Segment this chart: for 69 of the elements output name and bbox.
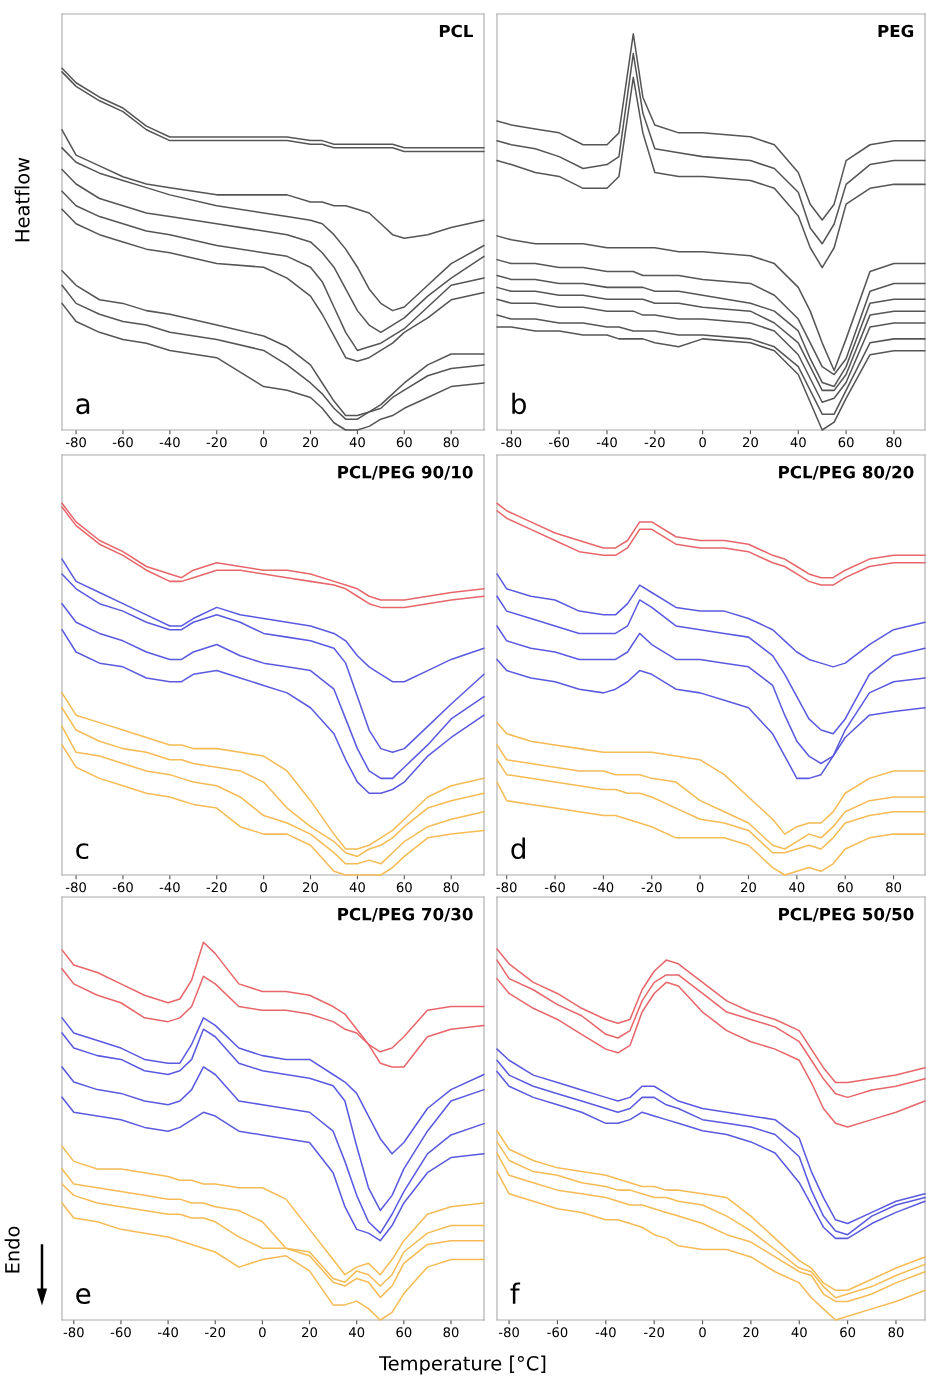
x-tick-label: 60	[396, 1327, 412, 1338]
x-tick-label: -20	[206, 437, 227, 448]
x-tick-label: -40	[157, 1327, 178, 1338]
x-tick-label: 0	[696, 882, 704, 893]
x-tick-label: -60	[112, 437, 133, 448]
chart-title: PCL	[439, 24, 473, 38]
x-tick-label: 40	[791, 1327, 807, 1338]
x-tick-label: 60	[396, 882, 412, 893]
x-tick-label: 60	[840, 1327, 856, 1338]
x-tick-label: -40	[159, 437, 180, 448]
x-tick-label: 0	[699, 437, 706, 448]
x-tick-label: 80	[886, 437, 902, 448]
x-tick-label: 0	[260, 437, 267, 448]
x-axis-title: Temperature [°C]	[379, 1355, 546, 1375]
x-tick-label: -20	[644, 437, 665, 448]
x-tick-label: 80	[443, 1327, 459, 1338]
x-tick-label: -40	[593, 882, 614, 893]
annotation: c	[76, 843, 89, 860]
x-tick-label: -60	[547, 1327, 568, 1338]
x-tick-label: 60	[838, 437, 854, 448]
x-tick-label: -20	[641, 882, 662, 893]
x-tick-label: 40	[789, 882, 805, 893]
x-tick-label: -20	[644, 1327, 665, 1338]
chart-title: PCL/PEG 70/30	[338, 907, 473, 922]
x-tick-label: 0	[699, 1327, 706, 1338]
annotation: f	[510, 1282, 521, 1304]
x-tick-label: -20	[206, 882, 227, 893]
x-tick-label: -60	[112, 882, 133, 893]
x-tick-label: 40	[349, 882, 365, 893]
x-tick-label: 20	[302, 1327, 318, 1338]
x-tick-label: 20	[303, 437, 319, 448]
x-tick-label: 60	[396, 437, 412, 448]
x-tick-label: -20	[205, 1327, 226, 1338]
x-tick-label: -80	[496, 882, 517, 893]
x-tick-label: -60	[544, 882, 565, 893]
x-tick-label: -60	[110, 1327, 131, 1338]
x-tick-label: -40	[159, 882, 180, 893]
x-tick-label: 80	[888, 1327, 904, 1338]
x-tick-label: 20	[741, 882, 756, 893]
x-tick-label: -80	[65, 882, 86, 893]
x-tick-label: -80	[63, 1327, 84, 1338]
x-tick-label: 20	[743, 437, 758, 448]
chart-title: PCL/PEG 90/10	[338, 465, 473, 480]
x-tick-label: -60	[549, 437, 570, 448]
text: Endo	[4, 1226, 20, 1273]
x-tick-label: 20	[743, 1327, 759, 1338]
x-tick-label: 80	[443, 882, 459, 893]
annotation: a	[76, 398, 90, 415]
chart-title: PEG	[878, 24, 914, 38]
x-tick-label: 40	[349, 437, 365, 448]
x-tick-label: -40	[596, 437, 617, 448]
chart-title: PCL/PEG 50/50	[779, 907, 914, 922]
x-tick-label: 0	[259, 1327, 266, 1338]
x-tick-label: -80	[65, 437, 86, 448]
x-tick-label: 0	[260, 882, 267, 893]
x-tick-label: -80	[498, 1327, 519, 1338]
chart-title: PCL/PEG 80/20	[779, 465, 914, 480]
x-tick-label: 60	[837, 882, 853, 893]
x-tick-label: -40	[595, 1327, 616, 1338]
annotation: e	[76, 1288, 91, 1305]
x-tick-label: 20	[303, 882, 319, 893]
x-tick-label: 80	[886, 882, 902, 893]
annotation: b	[512, 392, 526, 415]
y-axis-title: Heatflow	[14, 157, 30, 242]
annotation: d	[511, 837, 525, 860]
x-tick-label: 80	[443, 437, 459, 448]
x-tick-label: -80	[501, 437, 522, 448]
x-tick-label: 40	[348, 1327, 365, 1338]
x-tick-label: 40	[790, 437, 806, 448]
